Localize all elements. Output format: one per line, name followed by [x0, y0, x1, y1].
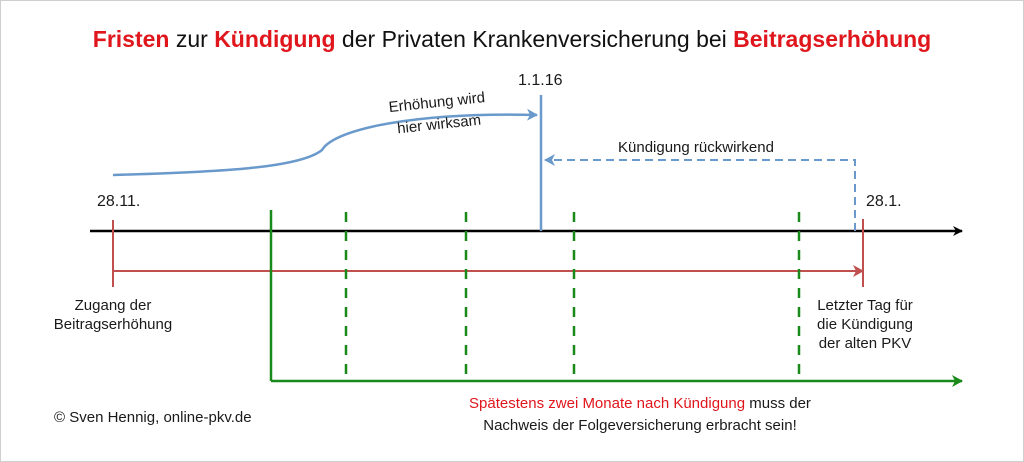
title-part-4: der Privaten Krankenversicherung bei	[335, 26, 734, 52]
title-part-beitragserhoehung: Beitragserhöhung	[733, 26, 932, 52]
retroactive-label: Kündigung rückwirkend	[618, 139, 774, 156]
title-part-2: zur	[169, 26, 215, 52]
copyright-text: © Sven Hennig, online-pkv.de	[54, 409, 252, 426]
date-effective: 1.1.16	[518, 72, 563, 89]
last-day-label: Letzter Tag für die Kündigung der alten …	[795, 296, 935, 353]
receipt-label-line1: Zugang der	[74, 297, 152, 314]
deadline-rest-text: muss der	[745, 395, 811, 412]
last-day-line3: der alten PKV	[818, 335, 912, 352]
last-day-line1: Letzter Tag für	[817, 297, 913, 314]
receipt-label-line2: Beitragserhöhung	[53, 316, 173, 333]
receipt-label: Zugang der Beitragserhöhung	[48, 296, 178, 334]
title-part-fristen: Fristen	[92, 26, 170, 52]
deadline-line2: Nachweis der Folgeversicherung erbracht …	[483, 417, 797, 434]
blue-retroactive-arrow	[544, 154, 856, 231]
deadline-label: Spätestens zwei Monate nach Kündigung mu…	[420, 394, 860, 435]
blue-increase-curve	[112, 108, 538, 177]
last-day-line2: die Kündigung	[817, 316, 913, 333]
deadline-line1: Spätestens zwei Monate nach Kündigung mu…	[420, 394, 860, 413]
deadline-red-text: Spätestens zwei Monate nach Kündigung	[469, 395, 746, 412]
diagram-title: Fristen zur Kündigung der Privaten Krank…	[0, 26, 1024, 53]
date-end: 28.1.	[866, 193, 902, 210]
date-start: 28.11.	[97, 193, 141, 210]
title-part-kuendigung: Kündigung	[214, 26, 336, 52]
